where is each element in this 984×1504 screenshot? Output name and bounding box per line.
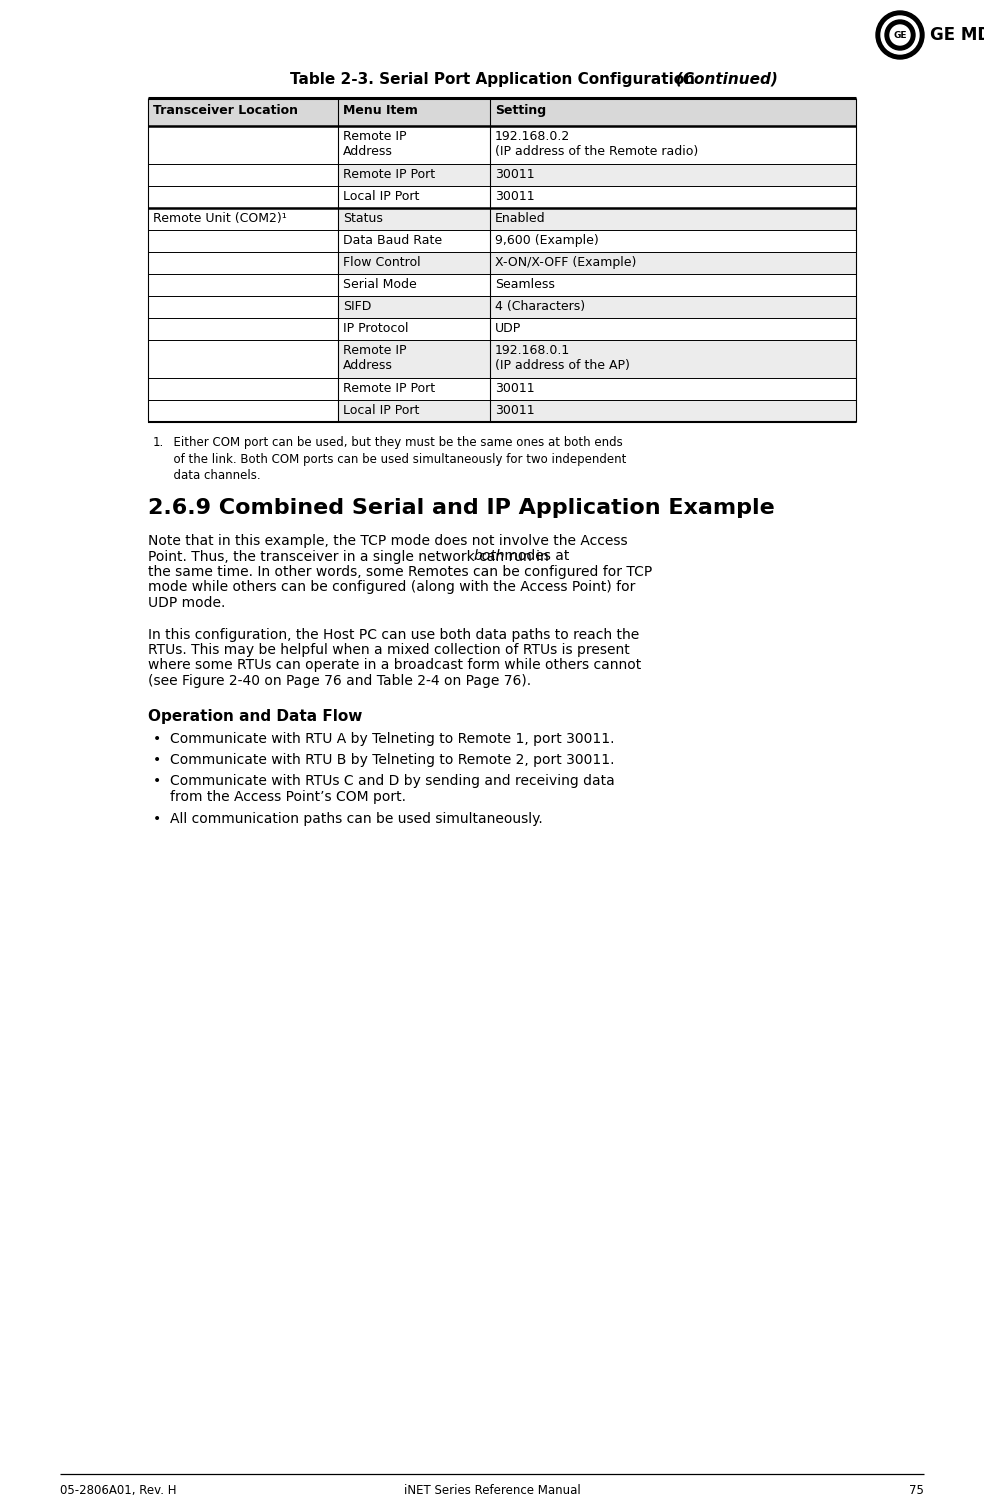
Text: Remote Unit (COM2)¹: Remote Unit (COM2)¹ [153, 212, 286, 226]
Text: Communicate with RTU A by Telneting to Remote 1, port 30011.: Communicate with RTU A by Telneting to R… [170, 731, 614, 746]
Text: IP Protocol: IP Protocol [343, 322, 408, 335]
Bar [338, 164, 856, 186]
Text: GE: GE [893, 30, 906, 39]
Circle shape [881, 17, 919, 54]
Text: from the Access Point’s COM port.: from the Access Point’s COM port. [170, 790, 406, 805]
Text: •: • [153, 754, 161, 767]
Text: 9,600 (Example): 9,600 (Example) [495, 235, 598, 247]
Text: 2.6.9 Combined Serial and IP Application Example: 2.6.9 Combined Serial and IP Application… [148, 498, 774, 517]
Bar [338, 253, 856, 274]
Text: Flow Control: Flow Control [343, 256, 420, 269]
Text: Transceiver Location: Transceiver Location [153, 104, 298, 117]
Circle shape [890, 26, 910, 45]
Text: 1.: 1. [153, 436, 164, 450]
Text: Serial Mode: Serial Mode [343, 278, 417, 290]
Text: Table 2-3. Serial Port Application Configuration: Table 2-3. Serial Port Application Confi… [289, 72, 695, 87]
Text: 30011: 30011 [495, 190, 534, 203]
Text: iNET Series Reference Manual: iNET Series Reference Manual [403, 1484, 581, 1496]
Text: 4 (Characters): 4 (Characters) [495, 299, 585, 313]
Text: •: • [153, 731, 161, 746]
Circle shape [885, 20, 915, 50]
Text: 30011: 30011 [495, 168, 534, 180]
Text: Communicate with RTU B by Telneting to Remote 2, port 30011.: Communicate with RTU B by Telneting to R… [170, 754, 614, 767]
Text: •: • [153, 775, 161, 788]
Text: Remote IP Port: Remote IP Port [343, 168, 435, 180]
Text: GE MDS: GE MDS [930, 26, 984, 44]
Text: Communicate with RTUs C and D by sending and receiving data: Communicate with RTUs C and D by sending… [170, 775, 615, 788]
Text: Status: Status [343, 212, 383, 226]
Text: Menu Item: Menu Item [343, 104, 418, 117]
Text: Seamless: Seamless [495, 278, 555, 290]
Text: modes at: modes at [500, 549, 570, 564]
Text: Remote IP Port: Remote IP Port [343, 382, 435, 396]
Text: 192.168.0.1
(IP address of the AP): 192.168.0.1 (IP address of the AP) [495, 344, 630, 371]
Text: 05-2806A01, Rev. H: 05-2806A01, Rev. H [60, 1484, 176, 1496]
Text: Enabled: Enabled [495, 212, 545, 226]
Text: In this configuration, the Host PC can use both data paths to reach the: In this configuration, the Host PC can u… [148, 627, 640, 642]
Text: (see Figure 2-40 on Page 76 and Table 2-4 on Page 76).: (see Figure 2-40 on Page 76 and Table 2-… [148, 674, 531, 687]
Text: RTUs. This may be helpful when a mixed collection of RTUs is present: RTUs. This may be helpful when a mixed c… [148, 644, 630, 657]
Text: X-ON/X-OFF (Example): X-ON/X-OFF (Example) [495, 256, 637, 269]
Text: 30011: 30011 [495, 382, 534, 396]
Text: Operation and Data Flow: Operation and Data Flow [148, 710, 362, 725]
Text: both: both [473, 549, 505, 564]
Text: Remote IP
Address: Remote IP Address [343, 344, 406, 371]
Text: Data Baud Rate: Data Baud Rate [343, 235, 442, 247]
Text: Note that in this example, the TCP mode does not involve the Access: Note that in this example, the TCP mode … [148, 534, 628, 547]
Text: SIFD: SIFD [343, 299, 371, 313]
Text: 75: 75 [909, 1484, 924, 1496]
Bar [338, 340, 856, 378]
Text: All communication paths can be used simultaneously.: All communication paths can be used simu… [170, 812, 543, 826]
Bar [338, 296, 856, 317]
Text: mode while others can be configured (along with the Access Point) for: mode while others can be configured (alo… [148, 581, 636, 594]
Bar [338, 400, 856, 423]
Text: Either COM port can be used, but they must be the same ones at both ends
  of th: Either COM port can be used, but they mu… [166, 436, 627, 481]
Text: the same time. In other words, some Remotes can be configured for TCP: the same time. In other words, some Remo… [148, 566, 652, 579]
Text: 30011: 30011 [495, 405, 534, 417]
Text: Point. Thus, the transceiver in a single network can run in: Point. Thus, the transceiver in a single… [148, 549, 553, 564]
Bar [338, 208, 856, 230]
Text: 192.168.0.2
(IP address of the Remote radio): 192.168.0.2 (IP address of the Remote ra… [495, 129, 699, 158]
Text: Setting: Setting [495, 104, 546, 117]
Text: (Continued): (Continued) [660, 72, 778, 87]
Text: Remote IP
Address: Remote IP Address [343, 129, 406, 158]
Text: •: • [153, 812, 161, 826]
Bar [148, 98, 856, 126]
Text: where some RTUs can operate in a broadcast form while others cannot: where some RTUs can operate in a broadca… [148, 659, 642, 672]
Text: Local IP Port: Local IP Port [343, 190, 419, 203]
Text: Local IP Port: Local IP Port [343, 405, 419, 417]
Circle shape [876, 11, 924, 59]
Text: UDP: UDP [495, 322, 522, 335]
Text: UDP mode.: UDP mode. [148, 596, 225, 611]
